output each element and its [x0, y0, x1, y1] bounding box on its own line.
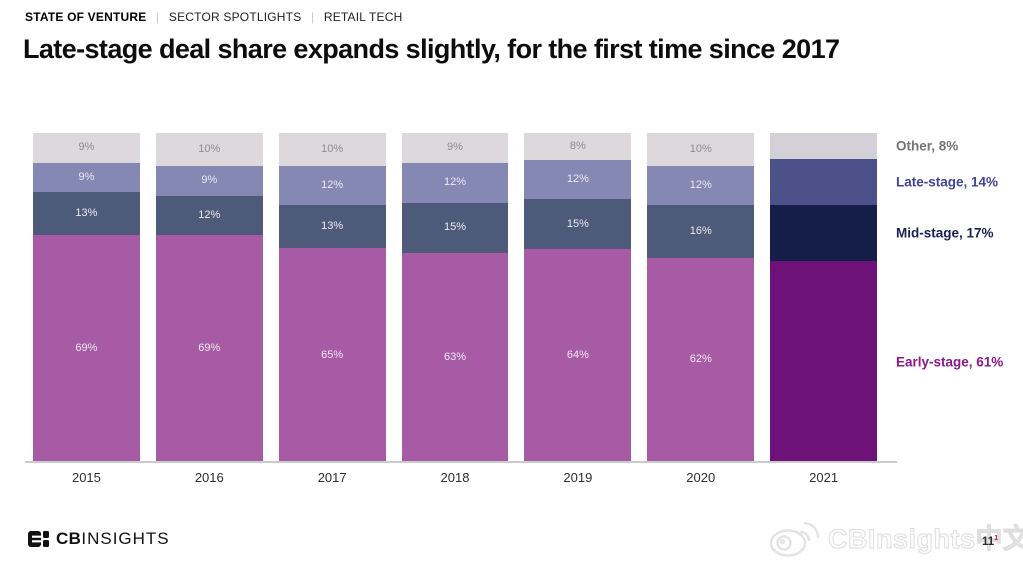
x-axis-label-2019: 2019: [563, 470, 593, 485]
segment-value-label: 13%: [321, 220, 344, 233]
bar-2017: 10% 12% 13% 65%: [278, 133, 386, 462]
segment-late-stage-2017: 12%: [278, 165, 386, 206]
segment-mid-stage-2019: 15%: [524, 199, 632, 250]
chart-legend: Other, 8% Late-stage, 14% Mid-stage, 17% Ea…: [896, 133, 1023, 462]
segment-value-label: 64%: [566, 349, 589, 362]
segment-mid-stage-2016: 12%: [155, 195, 263, 235]
x-axis-line: [25, 461, 897, 463]
breadcrumb-separator: |: [155, 10, 160, 24]
segment-value-label: 12%: [198, 208, 221, 221]
cbinsights-logo: CBINSIGHTS: [28, 529, 170, 549]
segment-value-label: 69%: [75, 341, 98, 354]
segment-other-2020: 10%: [647, 133, 755, 166]
bar-2018: 9% 12% 15% 63%: [401, 133, 509, 462]
segment-value-label: 8%: [569, 139, 586, 152]
segment-value-label: 10%: [198, 142, 221, 155]
segment-value-label: 9%: [447, 141, 463, 154]
segment-value-label: 15%: [443, 221, 467, 234]
segment-other-2017: 10%: [278, 133, 386, 166]
segment-early-stage-2017: 65%: [278, 248, 386, 462]
segment-value-label: 12%: [566, 173, 589, 186]
cbinsights-logo-icon: [28, 531, 49, 547]
segment-value-label: 9%: [78, 141, 95, 154]
segment-other-2016: 10%: [155, 133, 263, 166]
breadcrumb-separator: |: [310, 10, 315, 24]
segment-early-stage-2021: [770, 261, 878, 462]
legend-other: Other, 8%: [896, 138, 959, 154]
segment-early-stage-2019: 64%: [524, 249, 632, 462]
segment-other-2019: 8%: [524, 133, 632, 160]
page-number-value: 11: [982, 535, 995, 548]
segment-early-stage-2018: 63%: [401, 252, 509, 462]
segment-late-stage-2015: 9%: [33, 162, 140, 193]
segment-other-2018: 9%: [401, 133, 509, 163]
x-axis-label-2020: 2020: [686, 470, 716, 485]
logo-cb: CB: [56, 529, 82, 548]
cbinsights-logo-text: CBINSIGHTS: [56, 529, 170, 549]
watermark: CBInsights中文: [766, 513, 1023, 559]
x-axis-label-2021: 2021: [809, 470, 839, 485]
x-axis-labels: 2015 2016 2017 2018 2019 2020 2021: [33, 470, 877, 485]
segment-early-stage-2020: 62%: [647, 257, 755, 462]
segment-value-label: 15%: [566, 217, 589, 230]
legend-early-stage: Early-stage, 61%: [896, 354, 1004, 370]
segment-value-label: 16%: [689, 225, 712, 238]
logo-insights: INSIGHTS: [81, 529, 170, 548]
x-axis-label-2017: 2017: [317, 470, 347, 485]
segment-mid-stage-2021: [770, 205, 878, 262]
segment-mid-stage-2018: 15%: [401, 202, 509, 253]
stacked-bar-chart: 9% 9% 13% 69% 10% 9% 12% 69% 10% 12% 13% 65% 9% 12% 15…: [33, 133, 878, 462]
legend-late-stage: Late-stage, 14%: [896, 174, 999, 190]
segment-value-label: 69%: [198, 341, 221, 354]
segment-mid-stage-2020: 16%: [647, 205, 755, 258]
segment-value-label: 12%: [689, 179, 712, 192]
segment-early-stage-2016: 69%: [155, 234, 263, 462]
bar-2016: 10% 9% 12% 69%: [155, 133, 263, 462]
breadcrumb-subsection: RETAIL TECH: [323, 10, 403, 24]
segment-early-stage-2015: 69%: [33, 234, 140, 462]
segment-value-label: 13%: [75, 207, 98, 220]
segment-late-stage-2021: [770, 159, 878, 206]
breadcrumb-section: SECTOR SPOTLIGHTS: [168, 10, 302, 24]
segment-late-stage-2018: 12%: [401, 162, 509, 203]
segment-value-label: 10%: [689, 142, 712, 155]
segment-value-label: 12%: [321, 179, 344, 192]
page-number: 111: [982, 533, 998, 548]
x-axis-label-2016: 2016: [194, 470, 224, 485]
segment-value-label: 9%: [78, 170, 95, 183]
bar-2020: 10% 12% 16% 62%: [647, 133, 755, 462]
segment-value-label: 12%: [443, 176, 467, 189]
segment-other-2015: 9%: [33, 133, 140, 163]
bar-2021: [770, 133, 878, 462]
segment-value-label: 9%: [201, 174, 218, 187]
page-title: Late-stage deal share expands slightly, …: [23, 34, 840, 64]
page-number-mark: 1: [994, 533, 999, 542]
x-axis-label-2015: 2015: [71, 470, 101, 485]
segment-mid-stage-2017: 13%: [278, 205, 386, 249]
x-axis-label-2018: 2018: [440, 470, 470, 485]
bar-2019: 8% 12% 15% 64%: [524, 133, 632, 462]
weibo-icon: [769, 521, 820, 557]
segment-value-label: 10%: [321, 142, 344, 155]
legend-mid-stage: Mid-stage, 17%: [896, 225, 994, 241]
segment-value-label: 62%: [689, 353, 712, 366]
segment-late-stage-2020: 12%: [647, 165, 755, 206]
segment-other-2021: [770, 133, 878, 160]
segment-value-label: 63%: [443, 350, 467, 363]
breadcrumb-report-name: STATE OF VENTURE: [25, 10, 147, 24]
watermark-text: CBInsights中文: [828, 523, 1023, 554]
segment-value-label: 65%: [321, 348, 344, 361]
segment-late-stage-2019: 12%: [524, 159, 632, 200]
segment-late-stage-2016: 9%: [155, 165, 263, 196]
breadcrumb: STATE OF VENTURE | SECTOR SPOTLIGHTS | R…: [25, 10, 403, 24]
bar-2015: 9% 9% 13% 69%: [33, 133, 140, 462]
segment-mid-stage-2015: 13%: [33, 192, 140, 235]
